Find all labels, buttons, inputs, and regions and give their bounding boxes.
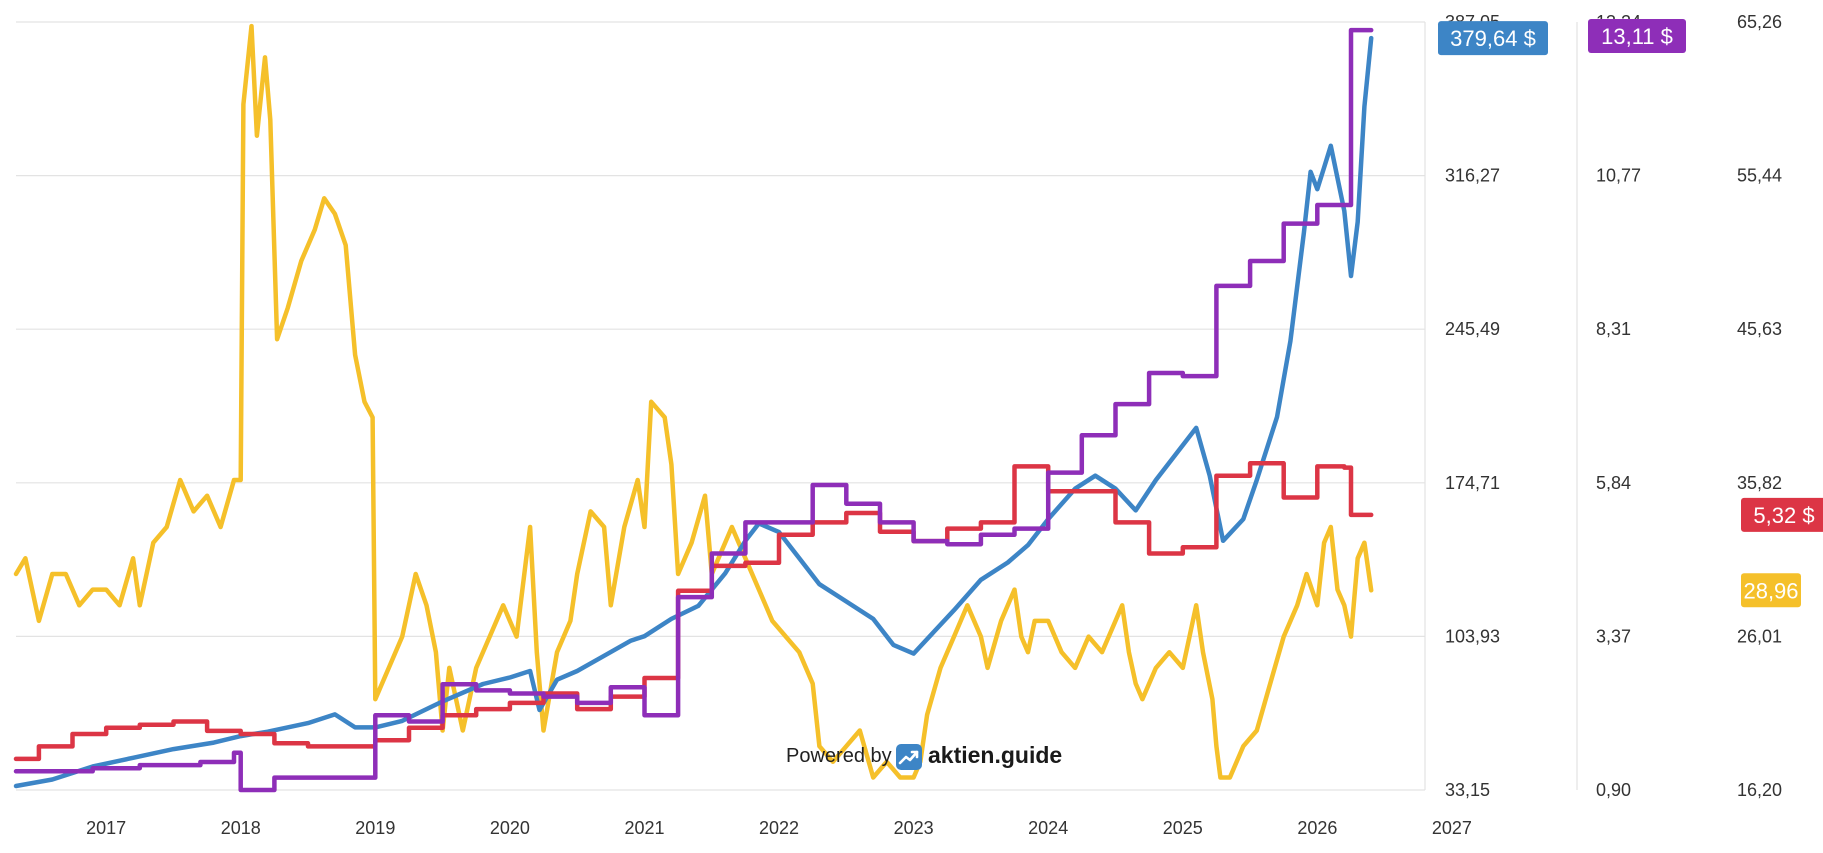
y-tick-label: 103,93 — [1445, 626, 1500, 646]
value-badge: 379,64 $ — [1438, 21, 1548, 56]
value-badge: 28,96 — [1741, 573, 1801, 608]
trend-up-icon — [896, 744, 922, 770]
x-tick-label: 2017 — [86, 818, 126, 838]
x-tick-label: 2018 — [221, 818, 261, 838]
grid — [16, 21, 1578, 791]
y-tick-label: 45,63 — [1737, 319, 1782, 339]
value-badge-label: 5,32 $ — [1753, 503, 1814, 528]
value-badge: 13,11 $ — [1588, 19, 1686, 53]
series-line — [13, 23, 1374, 780]
value-badge-label: 13,11 $ — [1601, 24, 1673, 49]
y-tick-label: 5,84 — [1596, 473, 1631, 493]
y-tick-label: 26,01 — [1737, 626, 1782, 646]
y-tick-label: 16,20 — [1737, 780, 1782, 800]
x-tick-label: 2025 — [1163, 818, 1203, 838]
x-tick-label: 2024 — [1028, 818, 1068, 838]
y-tick-label: 10,77 — [1596, 166, 1641, 186]
y-tick-label: 174,71 — [1445, 473, 1500, 493]
x-tick-label: 2026 — [1297, 818, 1337, 838]
y-tick-label: 55,44 — [1737, 166, 1782, 186]
y-tick-label: 33,15 — [1445, 780, 1490, 800]
y-tick-label: 3,37 — [1596, 626, 1631, 646]
series-line — [13, 27, 1374, 793]
y-tick-label: 8,31 — [1596, 319, 1631, 339]
y-tick-label: 316,27 — [1445, 166, 1500, 186]
watermark: Powered by aktien.guide — [786, 742, 1062, 770]
value-badge-label: 28,96 — [1743, 578, 1798, 603]
value-badge: 5,32 $ — [1741, 497, 1823, 532]
x-tick-label: 2021 — [624, 818, 664, 838]
x-tick-label: 2019 — [355, 818, 395, 838]
x-tick-label: 2023 — [894, 818, 934, 838]
x-tick-label: 2022 — [759, 818, 799, 838]
y-tick-label: 35,82 — [1737, 473, 1782, 493]
series-line — [13, 35, 1374, 789]
series-line — [13, 461, 1374, 762]
watermark-brand: aktien.guide — [928, 742, 1062, 768]
y-axes: 33,15103,93174,71245,49316,27387,050,903… — [1445, 12, 1782, 800]
x-axis: 2017 2018 2019 2020 2021 2022 2023 2024 2025 2026… — [86, 818, 1472, 838]
y-tick-label: 245,49 — [1445, 319, 1500, 339]
y-tick-label: 65,26 — [1737, 12, 1782, 32]
x-tick-label: 2020 — [490, 818, 530, 838]
x-tick-label: 2027 — [1432, 818, 1472, 838]
value-badges: 379,64 $ 13,11 $ 5,32 $ 28,96 — [1438, 19, 1823, 608]
watermark-prefix: Powered by — [786, 745, 892, 767]
y-tick-label: 0,90 — [1596, 780, 1631, 800]
series-layer — [13, 23, 1374, 793]
value-badge-label: 379,64 $ — [1450, 26, 1536, 51]
